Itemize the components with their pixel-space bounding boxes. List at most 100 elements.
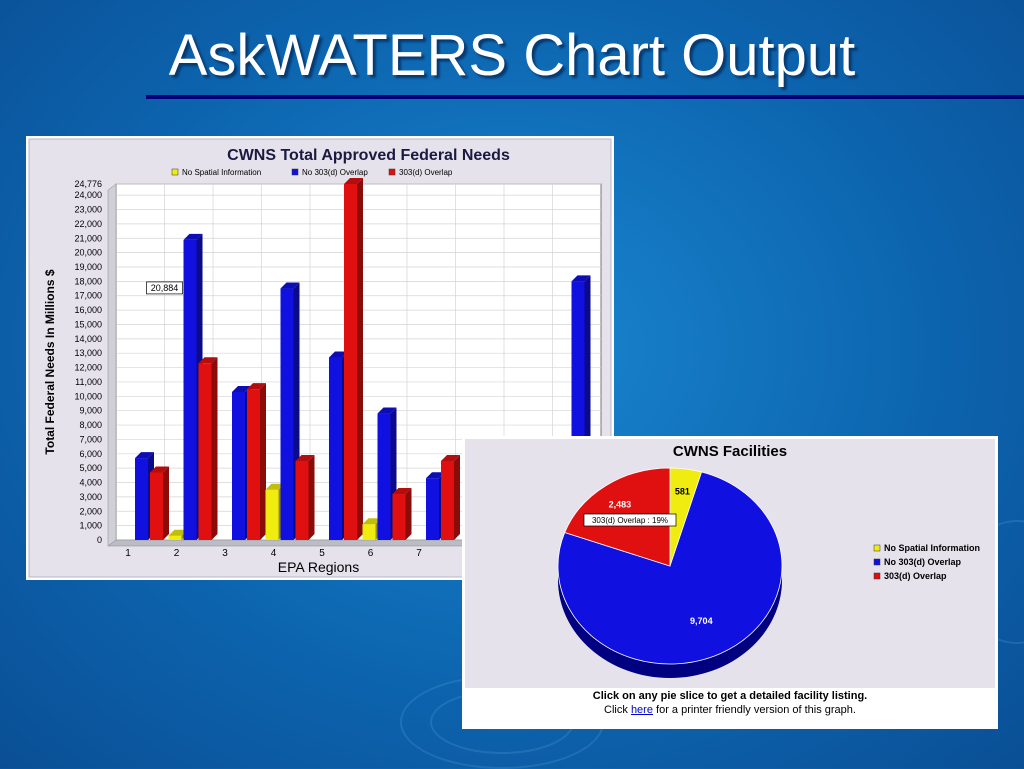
pie-tooltip-box: [583, 513, 677, 527]
y-tick-label: 9,000: [79, 406, 102, 416]
pie-legend-label: No Spatial Information: [884, 543, 980, 553]
y-tick-label: 2,000: [79, 506, 102, 516]
printer-friendly-text: for a printer friendly version of this g…: [656, 704, 856, 716]
pie-legend-swatch: [873, 544, 881, 552]
bar-top: [135, 452, 154, 459]
bar: [265, 489, 279, 540]
bar-top: [377, 407, 397, 414]
bar-top: [265, 483, 285, 490]
bar-side: [163, 466, 169, 540]
click-word: Click: [604, 704, 628, 716]
bar-top: [183, 233, 203, 240]
legend-label: No Spatial Information: [182, 168, 261, 177]
bar: [280, 288, 294, 540]
x-tick-label: 7: [416, 548, 422, 559]
y-tick-label: 16,000: [74, 305, 102, 315]
x-tick-label: 6: [368, 548, 374, 559]
y-tick-label: 24,776: [74, 179, 102, 189]
y-tick-label: 21,000: [74, 233, 102, 243]
x-tick-label: 3: [222, 548, 228, 559]
bar-top: [426, 472, 445, 479]
x-tick-label: 4: [271, 548, 277, 559]
bar-top: [280, 282, 300, 289]
y-tick-label: 4,000: [79, 478, 102, 488]
pie-footer: Click on any pie slice to get a detailed…: [462, 690, 998, 716]
y-tick-label: 8,000: [79, 420, 102, 430]
y-tick-label: 11,000: [75, 377, 102, 387]
y-tick-label: 18,000: [74, 276, 102, 286]
bar-top: [362, 518, 382, 525]
y-tick-label: 24,000: [74, 190, 102, 200]
bar: [377, 413, 391, 540]
y-tick-label: 0: [97, 535, 102, 545]
bar-side: [260, 383, 266, 540]
y-tick-label: 10,000: [74, 391, 102, 401]
bar-top: [344, 178, 363, 184]
pie-slice: [557, 471, 783, 665]
legend-swatch: [291, 168, 299, 176]
pie-value-label: 9,704: [690, 616, 713, 626]
bar: [329, 357, 342, 540]
y-tick-label: 15,000: [74, 319, 102, 329]
bar-top: [571, 275, 591, 282]
y-tick-label: 12,000: [74, 363, 102, 373]
bar: [198, 363, 212, 540]
y-tick-label: 20,000: [74, 248, 102, 258]
x-tick-label: 5: [319, 548, 325, 559]
bar: [426, 478, 439, 540]
pie-legend-swatch: [873, 558, 881, 566]
slide-title: AskWATERS Chart Output: [168, 23, 856, 88]
printer-friendly-link[interactable]: here: [630, 704, 653, 716]
y-tick-label: 17,000: [74, 291, 102, 301]
y-tick-label: 19,000: [74, 262, 102, 272]
pie-title: CWNS Facilities: [673, 443, 787, 460]
pie-legend-label: 303(d) Overlap: [884, 571, 947, 581]
bar-top: [329, 351, 348, 358]
y-tick-label: 14,000: [74, 334, 102, 344]
pie-value-label: 581: [675, 486, 690, 496]
bar-top: [168, 529, 188, 536]
pie-legend-swatch: [873, 572, 881, 580]
y-tick-label: 23,000: [74, 205, 102, 215]
bar-top: [392, 488, 412, 495]
bar-top: [295, 454, 315, 461]
x-axis-label: EPA Regions: [278, 559, 359, 575]
pie-instruction: Click on any pie slice to get a detailed…: [592, 690, 868, 702]
pie-chart-panel[interactable]: CWNS Facilities 581 9,704 2,483 303(d) Overl…: [462, 436, 998, 729]
bar-top: [198, 357, 218, 364]
x-tick-label: 2: [174, 548, 180, 559]
bar-side: [405, 488, 412, 540]
pie-chart[interactable]: CWNS Facilities 581 9,704 2,483 303(d) Overl…: [462, 436, 998, 690]
pie-legend-label: No 303(d) Overlap: [884, 557, 962, 567]
bar: [232, 392, 245, 540]
y-tick-label: 6,000: [79, 449, 102, 459]
x-tick-label: 1: [125, 548, 131, 559]
bar: [247, 389, 260, 540]
pie-value-label: 2,483: [609, 499, 632, 509]
bar: [183, 239, 197, 540]
bar: [441, 460, 454, 540]
y-tick-label: 13,000: [74, 348, 102, 358]
bar-side: [454, 454, 460, 540]
bar-top: [232, 386, 251, 393]
printer-friendly-line: Click here for a printer friendly versio…: [462, 704, 998, 716]
legend-swatch: [171, 168, 179, 176]
pie-tooltip-text: 303(d) Overlap : 19%: [592, 516, 668, 525]
bar: [362, 524, 376, 540]
y-tick-label: 3,000: [79, 492, 102, 502]
bar: [344, 184, 357, 540]
chart-title: CWNS Total Approved Federal Needs: [227, 147, 510, 164]
legend-label: 303(d) Overlap: [399, 168, 453, 177]
bar-tooltip-text: 20,884: [151, 283, 179, 293]
bar: [135, 458, 148, 540]
bar-top: [247, 383, 266, 390]
legend-swatch: [388, 168, 396, 176]
bar: [150, 472, 163, 540]
bar-side: [308, 454, 315, 540]
y-tick-label: 5,000: [79, 463, 102, 473]
bar-top: [150, 466, 169, 473]
axis-wall: [107, 183, 117, 547]
bar-tooltip-box: [146, 281, 183, 295]
y-axis-label: Total Federal Needs In Millions $: [43, 269, 57, 454]
legend-label: No 303(d) Overlap: [302, 168, 368, 177]
